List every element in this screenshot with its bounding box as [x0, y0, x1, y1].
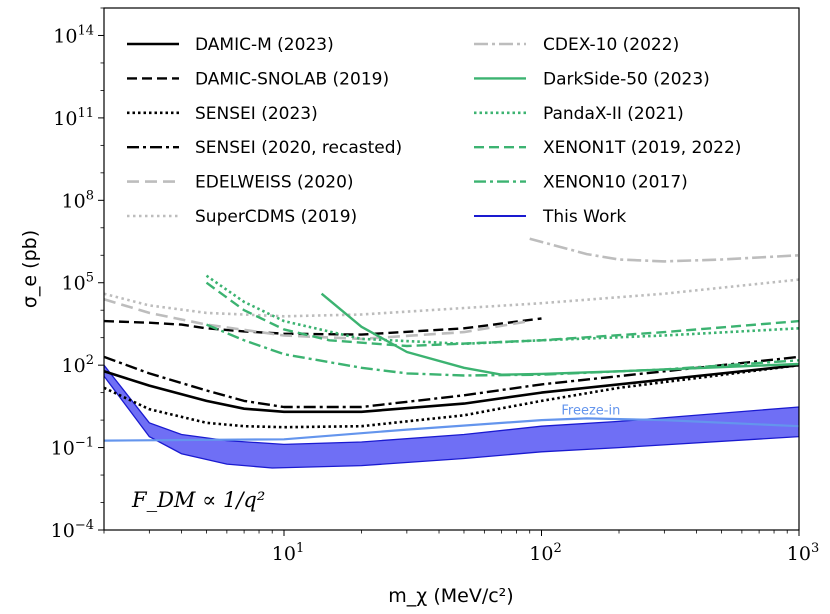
legend-item-this-work: This Work — [474, 207, 626, 227]
y-tick-label: 1011 — [53, 106, 94, 130]
legend-item-damic-m-2023: DAMIC-M (2023) — [127, 35, 334, 55]
legend-item-damic-snolab-2019: DAMIC-SNOLAB (2019) — [127, 69, 389, 89]
band-this-work — [104, 364, 799, 469]
series-damic-snolab-2019 — [104, 317, 542, 336]
series-darkside-50-2023 — [320, 292, 799, 376]
legend: DAMIC-M (2023) DAMIC-SNOLAB (2019) SENSEI … — [127, 35, 741, 227]
ticks-layer: 101 102 103 10−4 10−1 102 105 108 1011 1014 — [51, 7, 819, 565]
series-sensei-2020-recasted — [104, 355, 799, 409]
legend-item-supercdms-2019: SuperCDMS (2019) — [127, 207, 357, 227]
series-sensei-2023 — [104, 363, 799, 429]
y-tick-label: 108 — [62, 188, 94, 212]
band-layer — [104, 364, 799, 469]
legend-item-sensei-2023: SENSEI (2023) — [127, 104, 318, 124]
freeze-in-label: Freeze-in — [561, 403, 620, 418]
legend-label: CDEX-10 (2022) — [543, 35, 679, 55]
legend-label: EDELWEISS (2020) — [195, 173, 354, 193]
legend-label: SENSEI (2023) — [195, 104, 318, 124]
x-tick-label: 101 — [272, 541, 304, 565]
legend-label: XENON10 (2017) — [543, 173, 688, 193]
y-tick-label: 105 — [62, 271, 94, 295]
legend-label: XENON1T (2019, 2022) — [543, 138, 741, 158]
legend-label: SuperCDMS (2019) — [195, 207, 357, 227]
legend-item-xenon10-2017: XENON10 (2017) — [474, 173, 688, 193]
series-xenon1t-2019-2022 — [205, 281, 799, 348]
legend-item-xenon1t-2019-2022: XENON1T (2019, 2022) — [474, 138, 741, 158]
legend-item-cdex-10-2022: CDEX-10 (2022) — [474, 35, 679, 55]
y-tick-label: 10−1 — [51, 436, 94, 460]
legend-item-pandax-ii-2021: PandaX-II (2021) — [474, 104, 684, 124]
x-axis-label: m_χ (MeV/c²) — [388, 585, 513, 607]
plot-frame — [103, 7, 800, 531]
series-cdex-10-2022 — [529, 237, 799, 263]
y-tick-label: 102 — [62, 353, 94, 377]
legend-item-edelweiss-2020: EDELWEISS (2020) — [127, 173, 354, 193]
series-xenon10-2017 — [206, 323, 799, 377]
legend-item-sensei-2020-recasted: SENSEI (2020, recasted) — [127, 138, 402, 158]
series-edelweiss-2020 — [104, 298, 530, 341]
legend-label: DarkSide-50 (2023) — [543, 69, 710, 89]
legend-label: DAMIC-SNOLAB (2019) — [195, 69, 389, 89]
series-damic-m-2023 — [104, 363, 799, 414]
series-layer: Freeze-in — [104, 237, 799, 442]
legend-label: PandaX-II (2021) — [543, 104, 684, 124]
series-supercdms-2019 — [104, 278, 799, 318]
y-axis-label: σ_e (pb) — [19, 230, 41, 308]
annotation: F_DM ∝ 1/q² — [131, 488, 265, 512]
y-tick-label: 10−4 — [51, 518, 94, 542]
legend-item-darkside-50-2023: DarkSide-50 (2023) — [474, 69, 710, 89]
series-freeze-in — [104, 417, 799, 442]
legend-label: This Work — [542, 207, 626, 227]
y-tick-label: 1014 — [53, 23, 94, 47]
x-tick-label: 103 — [787, 541, 819, 565]
x-tick-label: 102 — [529, 541, 561, 565]
legend-label: SENSEI (2020, recasted) — [195, 138, 402, 158]
series-pandax-ii-2021 — [205, 274, 799, 346]
legend-label: DAMIC-M (2023) — [195, 35, 334, 55]
